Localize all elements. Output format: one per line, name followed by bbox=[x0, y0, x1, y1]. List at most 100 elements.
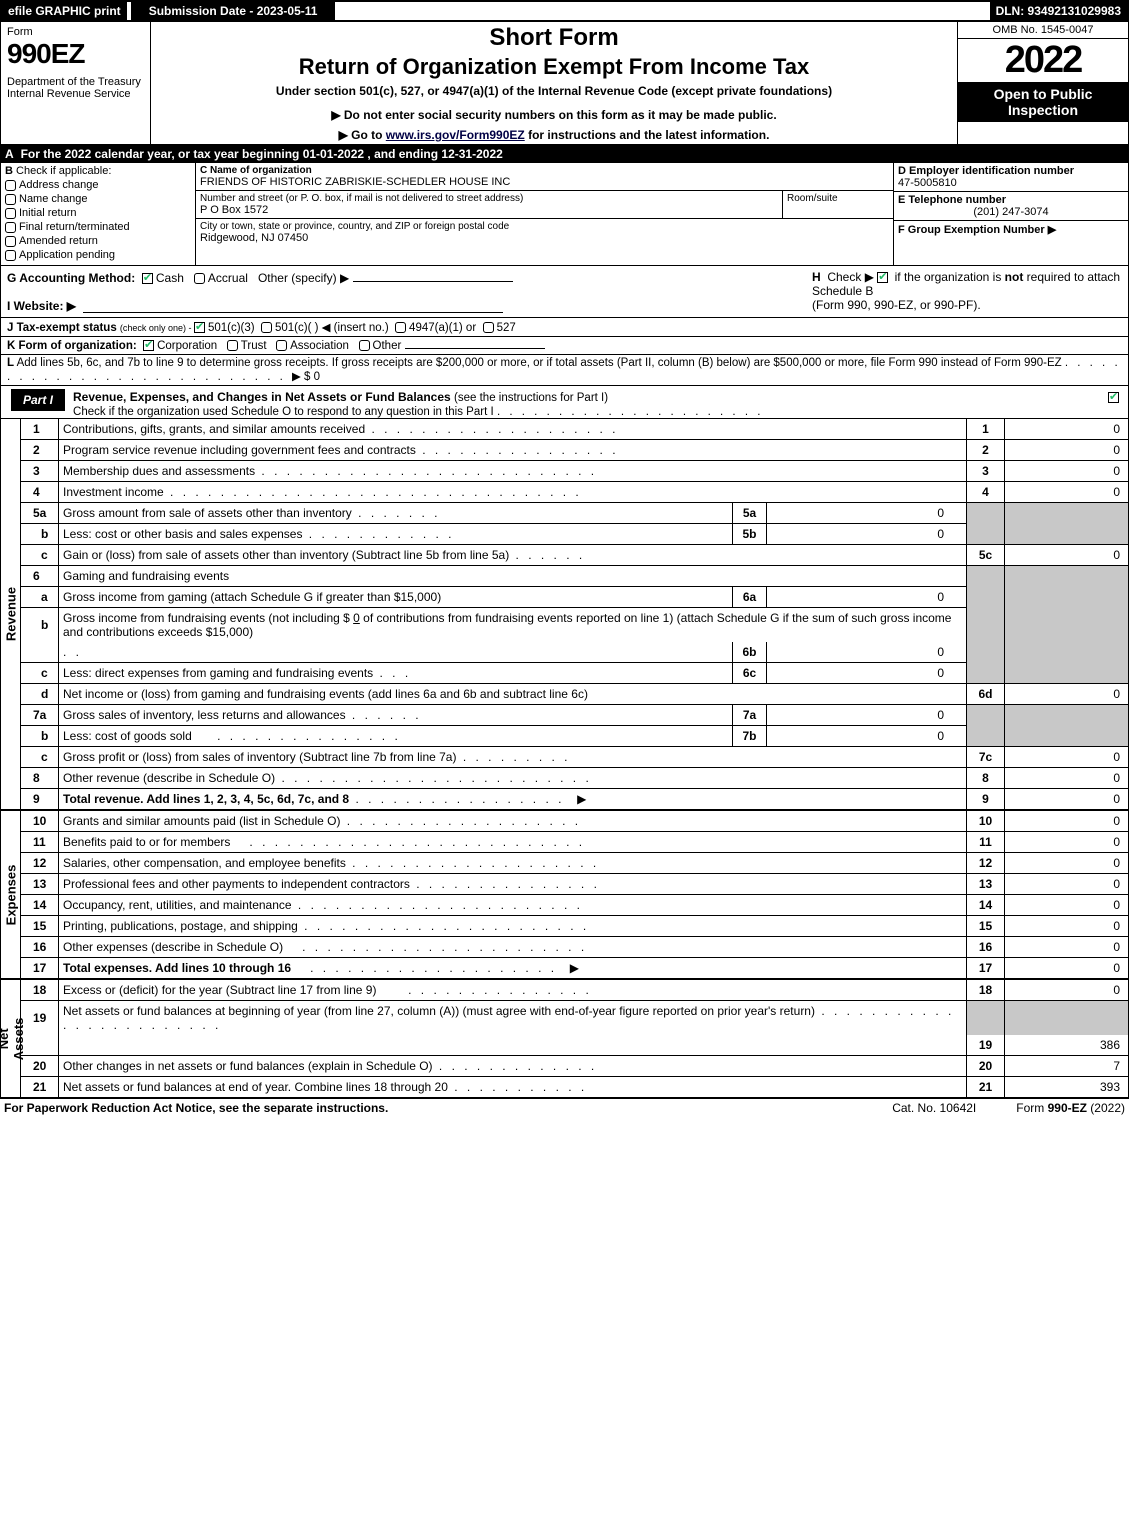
phone-value: (201) 247-3074 bbox=[898, 206, 1124, 218]
line-5c: c Gain or (loss) from sale of assets oth… bbox=[1, 545, 1129, 566]
checkbox-accrual[interactable] bbox=[194, 273, 205, 284]
checkbox-not-required[interactable] bbox=[877, 272, 888, 283]
checkbox-cash[interactable] bbox=[142, 273, 153, 284]
i-label: I Website: ▶ bbox=[7, 299, 76, 313]
checkbox-501c[interactable] bbox=[261, 322, 272, 333]
row-l: L Add lines 5b, 6c, and 7b to line 9 to … bbox=[0, 355, 1129, 386]
checkbox-amended-return[interactable]: Amended return bbox=[5, 235, 191, 247]
row-h: H Check ▶ if the organization is not req… bbox=[802, 270, 1122, 313]
goto-prefix: ▶ Go to bbox=[339, 128, 386, 142]
checkbox-initial-return[interactable]: Initial return bbox=[5, 207, 191, 219]
form-ref: Form 990-EZ (2022) bbox=[1016, 1101, 1125, 1115]
line-7b: b Less: cost of goods sold . . . . . . .… bbox=[1, 726, 1129, 747]
line-1: Revenue 1 Contributions, gifts, grants, … bbox=[1, 419, 1129, 440]
ein-row: D Employer identification number 47-5005… bbox=[894, 163, 1128, 192]
line-6d: d Net income or (loss) from gaming and f… bbox=[1, 684, 1129, 705]
part-1-schedule-o-check[interactable] bbox=[1108, 386, 1128, 404]
org-name-label: C Name of organization bbox=[200, 165, 889, 176]
h-form-ref: (Form 990, 990-EZ, or 990-PF). bbox=[812, 298, 981, 312]
line-18: Net Assets 18 Excess or (deficit) for th… bbox=[1, 980, 1129, 1001]
expenses-table: Expenses 10 Grants and similar amounts p… bbox=[0, 811, 1129, 980]
checkbox-4947[interactable] bbox=[395, 322, 406, 333]
street-row: Number and street (or P. O. box, if mail… bbox=[196, 191, 893, 219]
department-label: Department of the Treasury Internal Reve… bbox=[7, 76, 144, 100]
checkbox-corporation[interactable] bbox=[143, 340, 154, 351]
revenue-side-label: Revenue bbox=[3, 587, 18, 641]
column-c: C Name of organization FRIENDS OF HISTOR… bbox=[196, 163, 893, 265]
efile-label[interactable]: efile GRAPHIC print bbox=[2, 2, 127, 20]
k-label: K Form of organization: bbox=[7, 340, 137, 352]
form-word: Form bbox=[7, 26, 144, 38]
ssn-notice: ▶ Do not enter social security numbers o… bbox=[157, 108, 951, 122]
row-j: J Tax-exempt status (check only one) - 5… bbox=[0, 318, 1129, 337]
line-6: 6 Gaming and fundraising events bbox=[1, 566, 1129, 587]
checkbox-501c3[interactable] bbox=[194, 322, 205, 333]
row-a-label: A bbox=[5, 147, 13, 161]
g-label: G Accounting Method: bbox=[7, 271, 135, 285]
line-11: 11 Benefits paid to or for members . . .… bbox=[1, 832, 1129, 853]
tax-year: 2022 bbox=[958, 39, 1128, 82]
line-6b-text: b Gross income from fundraising events (… bbox=[1, 608, 1129, 643]
phone-label: E Telephone number bbox=[898, 194, 1124, 206]
line-17: 17 Total expenses. Add lines 10 through … bbox=[1, 958, 1129, 980]
line-9: 9 Total revenue. Add lines 1, 2, 3, 4, 5… bbox=[1, 789, 1129, 811]
checkbox-application-pending[interactable]: Application pending bbox=[5, 249, 191, 261]
row-gh: G Accounting Method: Cash Accrual Other … bbox=[0, 266, 1129, 318]
row-a: A For the 2022 calendar year, or tax yea… bbox=[0, 145, 1129, 163]
header-center: Short Form Return of Organization Exempt… bbox=[151, 22, 958, 144]
h-not: not bbox=[1005, 270, 1024, 284]
line-5a: 5a Gross amount from sale of assets othe… bbox=[1, 503, 1129, 524]
line-5b: b Less: cost or other basis and sales ex… bbox=[1, 524, 1129, 545]
checkbox-association[interactable] bbox=[276, 340, 287, 351]
line-2: 2 Program service revenue including gove… bbox=[1, 440, 1129, 461]
page-footer: For Paperwork Reduction Act Notice, see … bbox=[0, 1098, 1129, 1117]
b-label: B bbox=[5, 165, 13, 177]
checkbox-name-change[interactable]: Name change bbox=[5, 193, 191, 205]
expenses-side-label: Expenses bbox=[3, 864, 18, 925]
l-value-prefix: ▶ $ bbox=[292, 371, 310, 383]
form-header: Form 990EZ Department of the Treasury In… bbox=[0, 22, 1129, 145]
line-4: 4 Investment income . . . . . . . . . . … bbox=[1, 482, 1129, 503]
form-subtitle: Under section 501(c), 527, or 4947(a)(1)… bbox=[157, 84, 951, 98]
net-assets-table: Net Assets 18 Excess or (deficit) for th… bbox=[0, 980, 1129, 1098]
net-assets-side-label: Net Assets bbox=[0, 1009, 26, 1068]
other-specify: Other (specify) ▶ bbox=[258, 271, 349, 285]
line-14: 14 Occupancy, rent, utilities, and maint… bbox=[1, 895, 1129, 916]
street-label: Number and street (or P. O. box, if mail… bbox=[200, 193, 778, 204]
checkbox-527[interactable] bbox=[483, 322, 494, 333]
group-exemption-label: F Group Exemption Number ▶ bbox=[898, 224, 1056, 236]
checkbox-trust[interactable] bbox=[227, 340, 238, 351]
line-7c: c Gross profit or (loss) from sales of i… bbox=[1, 747, 1129, 768]
row-k: K Form of organization: Corporation Trus… bbox=[0, 337, 1129, 355]
line-10: Expenses 10 Grants and similar amounts p… bbox=[1, 811, 1129, 832]
line-6b: . . 6b 0 bbox=[1, 642, 1129, 663]
other-specify-input[interactable] bbox=[353, 270, 513, 282]
city-row: City or town, state or province, country… bbox=[196, 219, 893, 246]
goto-suffix: for instructions and the latest informat… bbox=[525, 128, 770, 142]
h-text-post: if the organization is bbox=[895, 270, 1005, 284]
j-note: (check only one) - bbox=[120, 323, 194, 333]
l-label: L bbox=[7, 357, 14, 369]
header-left: Form 990EZ Department of the Treasury In… bbox=[1, 22, 151, 144]
line-12: 12 Salaries, other compensation, and emp… bbox=[1, 853, 1129, 874]
line-19: 19 386 bbox=[1, 1035, 1129, 1056]
checkbox-final-return[interactable]: Final return/terminated bbox=[5, 221, 191, 233]
checkbox-other-org[interactable] bbox=[359, 340, 370, 351]
b-heading: Check if applicable: bbox=[16, 165, 111, 177]
irs-link[interactable]: www.irs.gov/Form990EZ bbox=[386, 128, 525, 142]
form-title-short: Short Form bbox=[157, 24, 951, 52]
revenue-table: Revenue 1 Contributions, gifts, grants, … bbox=[0, 419, 1129, 811]
other-org-input[interactable] bbox=[405, 339, 545, 349]
line-8: 8 Other revenue (describe in Schedule O)… bbox=[1, 768, 1129, 789]
catalog-number: Cat. No. 10642I bbox=[892, 1101, 976, 1115]
checkbox-address-change[interactable]: Address change bbox=[5, 179, 191, 191]
group-exemption-row: F Group Exemption Number ▶ bbox=[894, 221, 1128, 238]
row-g: G Accounting Method: Cash Accrual Other … bbox=[7, 270, 802, 313]
line-7a: 7a Gross sales of inventory, less return… bbox=[1, 705, 1129, 726]
line-3: 3 Membership dues and assessments . . . … bbox=[1, 461, 1129, 482]
l-value: 0 bbox=[314, 371, 320, 383]
line-6b-amount: 0 bbox=[353, 611, 360, 625]
org-name-value: FRIENDS OF HISTORIC ZABRISKIE-SCHEDLER H… bbox=[200, 176, 889, 188]
part-1-note: Check if the organization used Schedule … bbox=[73, 406, 494, 418]
website-input[interactable] bbox=[83, 301, 503, 313]
